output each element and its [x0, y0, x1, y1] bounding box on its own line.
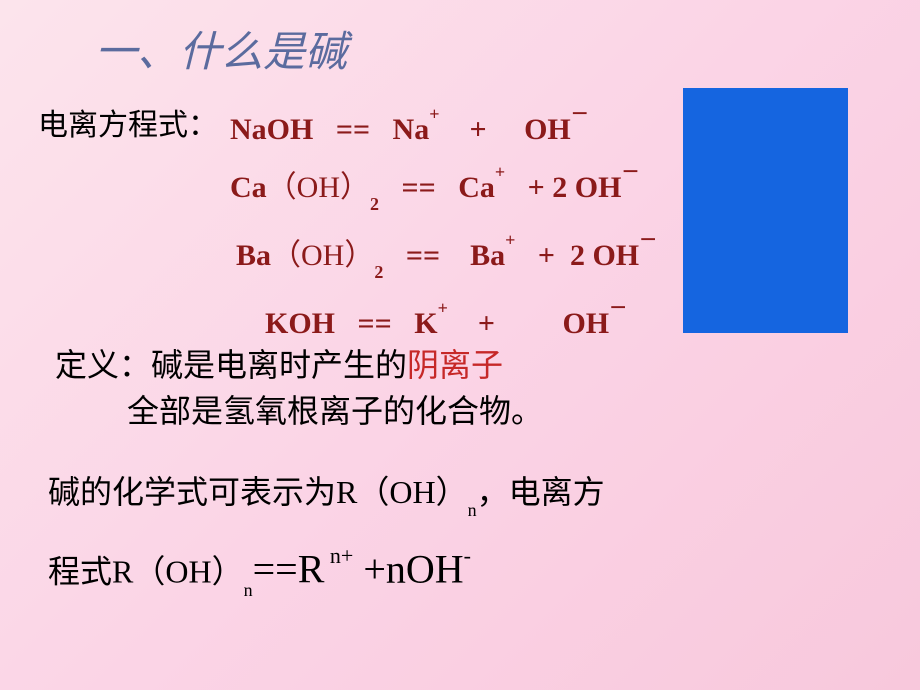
ionization-equations: NaOH == Na+ + OH－ Ca（OH）2 == Ca+ + 2 OH－…	[230, 97, 657, 349]
formula-plus-n: +n	[353, 547, 406, 592]
formula-sub-n2: n	[244, 580, 253, 600]
eq2-lhs-a: Ca	[230, 171, 267, 204]
eq1-lhs: NaOH	[230, 113, 313, 146]
formula-part2: ，电离方	[477, 474, 605, 510]
eq2-cation: Ca	[458, 171, 495, 204]
eq3-cation: Ba	[470, 239, 505, 272]
definition-anion: 阴离子	[407, 347, 503, 383]
eq2-cation-charge: +	[495, 162, 505, 182]
eq3-anion-charge: －	[639, 230, 657, 250]
definition-block: 定义：碱是电离时产生的阴离子 全部是氢氧根离子的化合物。	[55, 342, 543, 434]
eq3-cation-charge: +	[505, 230, 515, 250]
formula-sup-np: n+	[324, 543, 353, 568]
eq2-lhs-sub: 2	[370, 194, 379, 214]
eq3-lhs-b: （OH）	[271, 239, 374, 272]
eq3-lhs-a: Ba	[236, 239, 271, 272]
eq4-cation-charge: +	[438, 298, 448, 318]
eq2-coeff: 2	[552, 171, 575, 204]
general-formula-block: 碱的化学式可表示为R（OH）n，电离方 程式R（OH）n==R n+ +nOH-	[48, 462, 605, 614]
equation-naoh: NaOH == Na+ + OH－	[230, 97, 657, 155]
anion-highlight-box	[683, 88, 848, 333]
formula-OH: OH	[406, 547, 464, 592]
eq1-anion: OH	[524, 113, 571, 146]
formula-line2a: 程式R（OH）	[48, 554, 244, 590]
eq2-anion-charge: －	[621, 162, 639, 182]
eq1-anion-charge: －	[571, 104, 589, 124]
equation-label: 电离方程式：	[38, 100, 218, 144]
formula-R: R	[298, 547, 325, 592]
eq3-coeff: 2	[570, 239, 593, 272]
eq1-plus: +	[469, 113, 486, 146]
eq4-eq: ==	[358, 307, 392, 340]
formula-sup-minus: -	[464, 543, 471, 568]
formula-eq: ==	[253, 547, 298, 592]
eq2-lhs-b: （OH）	[267, 171, 370, 204]
equation-caoh2: Ca（OH）2 == Ca+ + 2 OH－	[230, 155, 657, 223]
formula-sub-n1: n	[468, 500, 477, 520]
eq4-cation: K	[414, 307, 437, 340]
eq4-anion: OH	[562, 307, 609, 340]
equation-baoh2: Ba（OH）2 == Ba+ + 2 OH－	[230, 223, 657, 291]
eq2-anion: OH	[575, 171, 622, 204]
eq3-plus: +	[538, 239, 555, 272]
eq4-plus: +	[478, 307, 495, 340]
definition-line2: 全部是氢氧根离子的化合物。	[127, 393, 543, 429]
eq4-anion-charge: －	[609, 298, 627, 318]
slide-title: 一、什么是碱	[95, 18, 347, 79]
eq1-cation-charge: +	[429, 104, 439, 124]
eq4-lhs: KOH	[265, 307, 335, 340]
eq3-lhs-sub: 2	[374, 262, 383, 282]
eq3-anion: OH	[592, 239, 639, 272]
eq1-cation: Na	[393, 113, 430, 146]
definition-prefix: 定义：碱是电离时产生的	[55, 347, 407, 383]
equation-koh: KOH == K+ + OH－	[230, 291, 657, 349]
eq2-plus: +	[528, 171, 545, 204]
eq2-eq: ==	[402, 171, 436, 204]
formula-part1: 碱的化学式可表示为R（OH）	[48, 474, 468, 510]
eq1-eq: ==	[336, 113, 370, 146]
eq3-eq: ==	[406, 239, 440, 272]
